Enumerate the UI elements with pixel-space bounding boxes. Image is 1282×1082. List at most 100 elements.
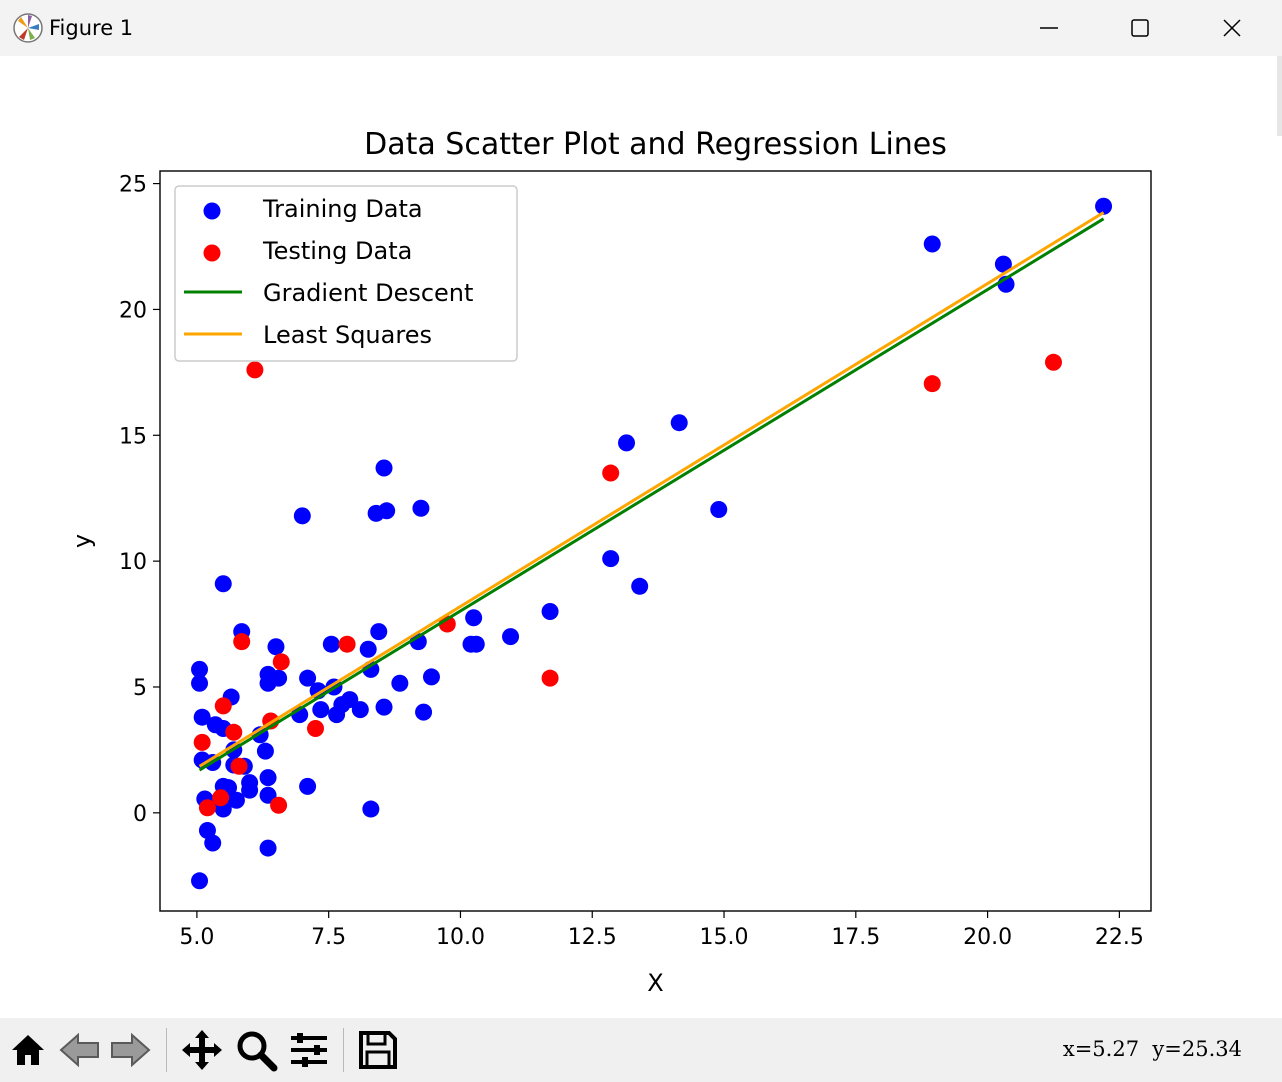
- training-data-point: [923, 235, 941, 253]
- testing-data-point: [1044, 353, 1062, 371]
- figure-canvas[interactable]: 5.0 7.5 10.0 12.5 15.0 17.5 20.0 22.5 0 5 10 15 20 2…: [0, 56, 1282, 1018]
- pan-button[interactable]: [178, 1026, 226, 1074]
- legend-marker-training: [203, 202, 221, 220]
- close-button[interactable]: [1186, 0, 1278, 56]
- testing-data-point: [214, 697, 232, 715]
- training-data-point: [994, 255, 1012, 273]
- legend-label-testing: Testing Data: [262, 237, 412, 265]
- training-data-point: [362, 800, 380, 818]
- least-squares-line: [198, 211, 1105, 768]
- legend-label-gradient: Gradient Descent: [263, 279, 473, 307]
- training-data-point: [241, 781, 259, 799]
- training-data-point: [204, 834, 222, 852]
- training-data-point: [618, 434, 636, 452]
- testing-data-point: [272, 653, 290, 671]
- toolbar-separator: [166, 1028, 167, 1072]
- chart-title: Data Scatter Plot and Regression Lines: [364, 127, 947, 162]
- testing-data-point: [602, 464, 620, 482]
- minimize-button[interactable]: [1003, 0, 1095, 56]
- forward-button[interactable]: [106, 1026, 154, 1074]
- training-data-point: [193, 708, 211, 726]
- training-data-point: [367, 504, 385, 522]
- training-data-point: [375, 459, 393, 477]
- testing-data-point: [198, 799, 216, 817]
- cursor-coordinates: x=5.27 y=25.34: [1062, 1037, 1242, 1061]
- back-button[interactable]: [56, 1026, 104, 1074]
- toolbar-separator: [343, 1028, 344, 1072]
- training-data-point: [259, 839, 277, 857]
- y-tick-label: 5: [133, 676, 147, 701]
- training-data-point: [191, 872, 209, 890]
- x-tick-label: 5.0: [179, 925, 214, 950]
- x-tick-label: 15.0: [700, 925, 749, 950]
- zoom-button[interactable]: [232, 1026, 280, 1074]
- testing-data-point: [923, 375, 941, 393]
- legend-frame: [174, 185, 518, 362]
- configure-subplots-button[interactable]: [285, 1026, 333, 1074]
- training-data-point: [422, 668, 440, 686]
- training-data-point: [541, 602, 559, 620]
- training-data-point: [293, 507, 311, 525]
- scrollbar-edge[interactable]: [1277, 56, 1282, 136]
- minimize-icon: [1040, 27, 1058, 29]
- legend-label-training: Training Data: [262, 195, 423, 223]
- configure-subplots-icon: [291, 1033, 327, 1067]
- training-data-point: [465, 609, 483, 627]
- legend-marker-testing: [203, 244, 221, 262]
- save-button[interactable]: [354, 1026, 402, 1074]
- maximize-button[interactable]: [1094, 0, 1186, 56]
- navigation-toolbar: x=5.27 y=25.34: [0, 1018, 1282, 1082]
- x-axis-label: X: [647, 969, 663, 997]
- training-data-point: [602, 550, 620, 568]
- close-icon: [1223, 19, 1241, 37]
- training-data-point: [412, 499, 430, 517]
- training-data-point: [191, 660, 209, 678]
- training-data-point: [312, 701, 330, 719]
- testing-data-point: [541, 669, 559, 687]
- training-data-point: [299, 669, 317, 687]
- training-data-point: [191, 674, 209, 692]
- legend: Training Data Testing Data Gradient Desc…: [174, 185, 518, 362]
- matplotlib-icon: [13, 13, 43, 43]
- y-tick-label: 25: [119, 173, 147, 198]
- training-data-point: [351, 701, 369, 719]
- pan-icon: [182, 1030, 222, 1070]
- x-tick-label: 12.5: [568, 925, 617, 950]
- x-tick-label: 20.0: [963, 925, 1012, 950]
- testing-data-point: [233, 633, 251, 651]
- x-tick-label: 7.5: [311, 925, 346, 950]
- x-tick-label: 10.0: [436, 925, 485, 950]
- gradient-descent-line: [198, 217, 1105, 772]
- training-data-point: [375, 698, 393, 716]
- training-data-point: [710, 501, 728, 519]
- home-button[interactable]: [4, 1026, 52, 1074]
- back-icon: [59, 1032, 99, 1068]
- training-data-point: [631, 577, 649, 595]
- testing-data-point: [230, 757, 248, 775]
- chart: 5.0 7.5 10.0 12.5 15.0 17.5 20.0 22.5 0 5 10 15 20 2…: [68, 127, 1152, 997]
- maximize-icon: [1131, 19, 1149, 37]
- testing-data-point: [270, 796, 288, 814]
- testing-data-point: [212, 789, 230, 807]
- training-data-point: [670, 414, 688, 432]
- training-data-point: [370, 623, 388, 641]
- training-data-point: [214, 575, 232, 593]
- y-axis-label: y: [68, 534, 96, 548]
- training-data-point: [299, 777, 317, 795]
- window-title: Figure 1: [49, 16, 134, 40]
- training-data-point: [270, 669, 288, 687]
- legend-label-least-squares: Least Squares: [263, 321, 432, 349]
- training-data-point: [409, 633, 427, 651]
- training-data-point: [259, 769, 277, 787]
- testing-data-point: [225, 723, 243, 741]
- y-tick-label: 20: [119, 298, 147, 323]
- training-data-point: [391, 674, 409, 692]
- training-data-point: [259, 786, 277, 804]
- testing-data-point: [307, 720, 325, 738]
- zoom-icon: [237, 1031, 278, 1072]
- testing-data-point: [246, 361, 264, 379]
- training-data-point: [328, 706, 346, 724]
- y-tick-label: 15: [119, 424, 147, 449]
- testing-data-point: [193, 733, 211, 751]
- training-data-point: [415, 703, 433, 721]
